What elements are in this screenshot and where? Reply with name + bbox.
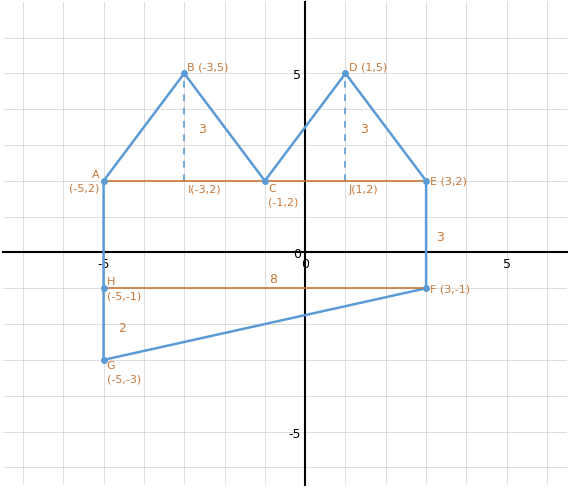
Text: I(-3,2): I(-3,2) xyxy=(188,184,221,194)
Text: A: A xyxy=(92,170,100,180)
Text: (-1,2): (-1,2) xyxy=(268,198,299,207)
Text: D (1,5): D (1,5) xyxy=(349,62,387,72)
Text: B (-3,5): B (-3,5) xyxy=(188,62,229,72)
Text: E (3,2): E (3,2) xyxy=(430,177,467,186)
Text: (-5,-3): (-5,-3) xyxy=(107,374,141,384)
Text: C: C xyxy=(268,183,276,193)
Text: H: H xyxy=(107,277,115,287)
Text: G: G xyxy=(107,360,115,370)
Text: 2: 2 xyxy=(118,322,125,334)
Text: 8: 8 xyxy=(269,272,277,285)
Text: J(1,2): J(1,2) xyxy=(349,184,378,194)
Text: 3: 3 xyxy=(436,230,444,244)
Text: (-5,-1): (-5,-1) xyxy=(107,290,141,301)
Text: F (3,-1): F (3,-1) xyxy=(430,284,470,294)
Text: (-5,2): (-5,2) xyxy=(69,183,100,193)
Text: 3: 3 xyxy=(198,123,206,136)
Text: 3: 3 xyxy=(360,123,368,136)
